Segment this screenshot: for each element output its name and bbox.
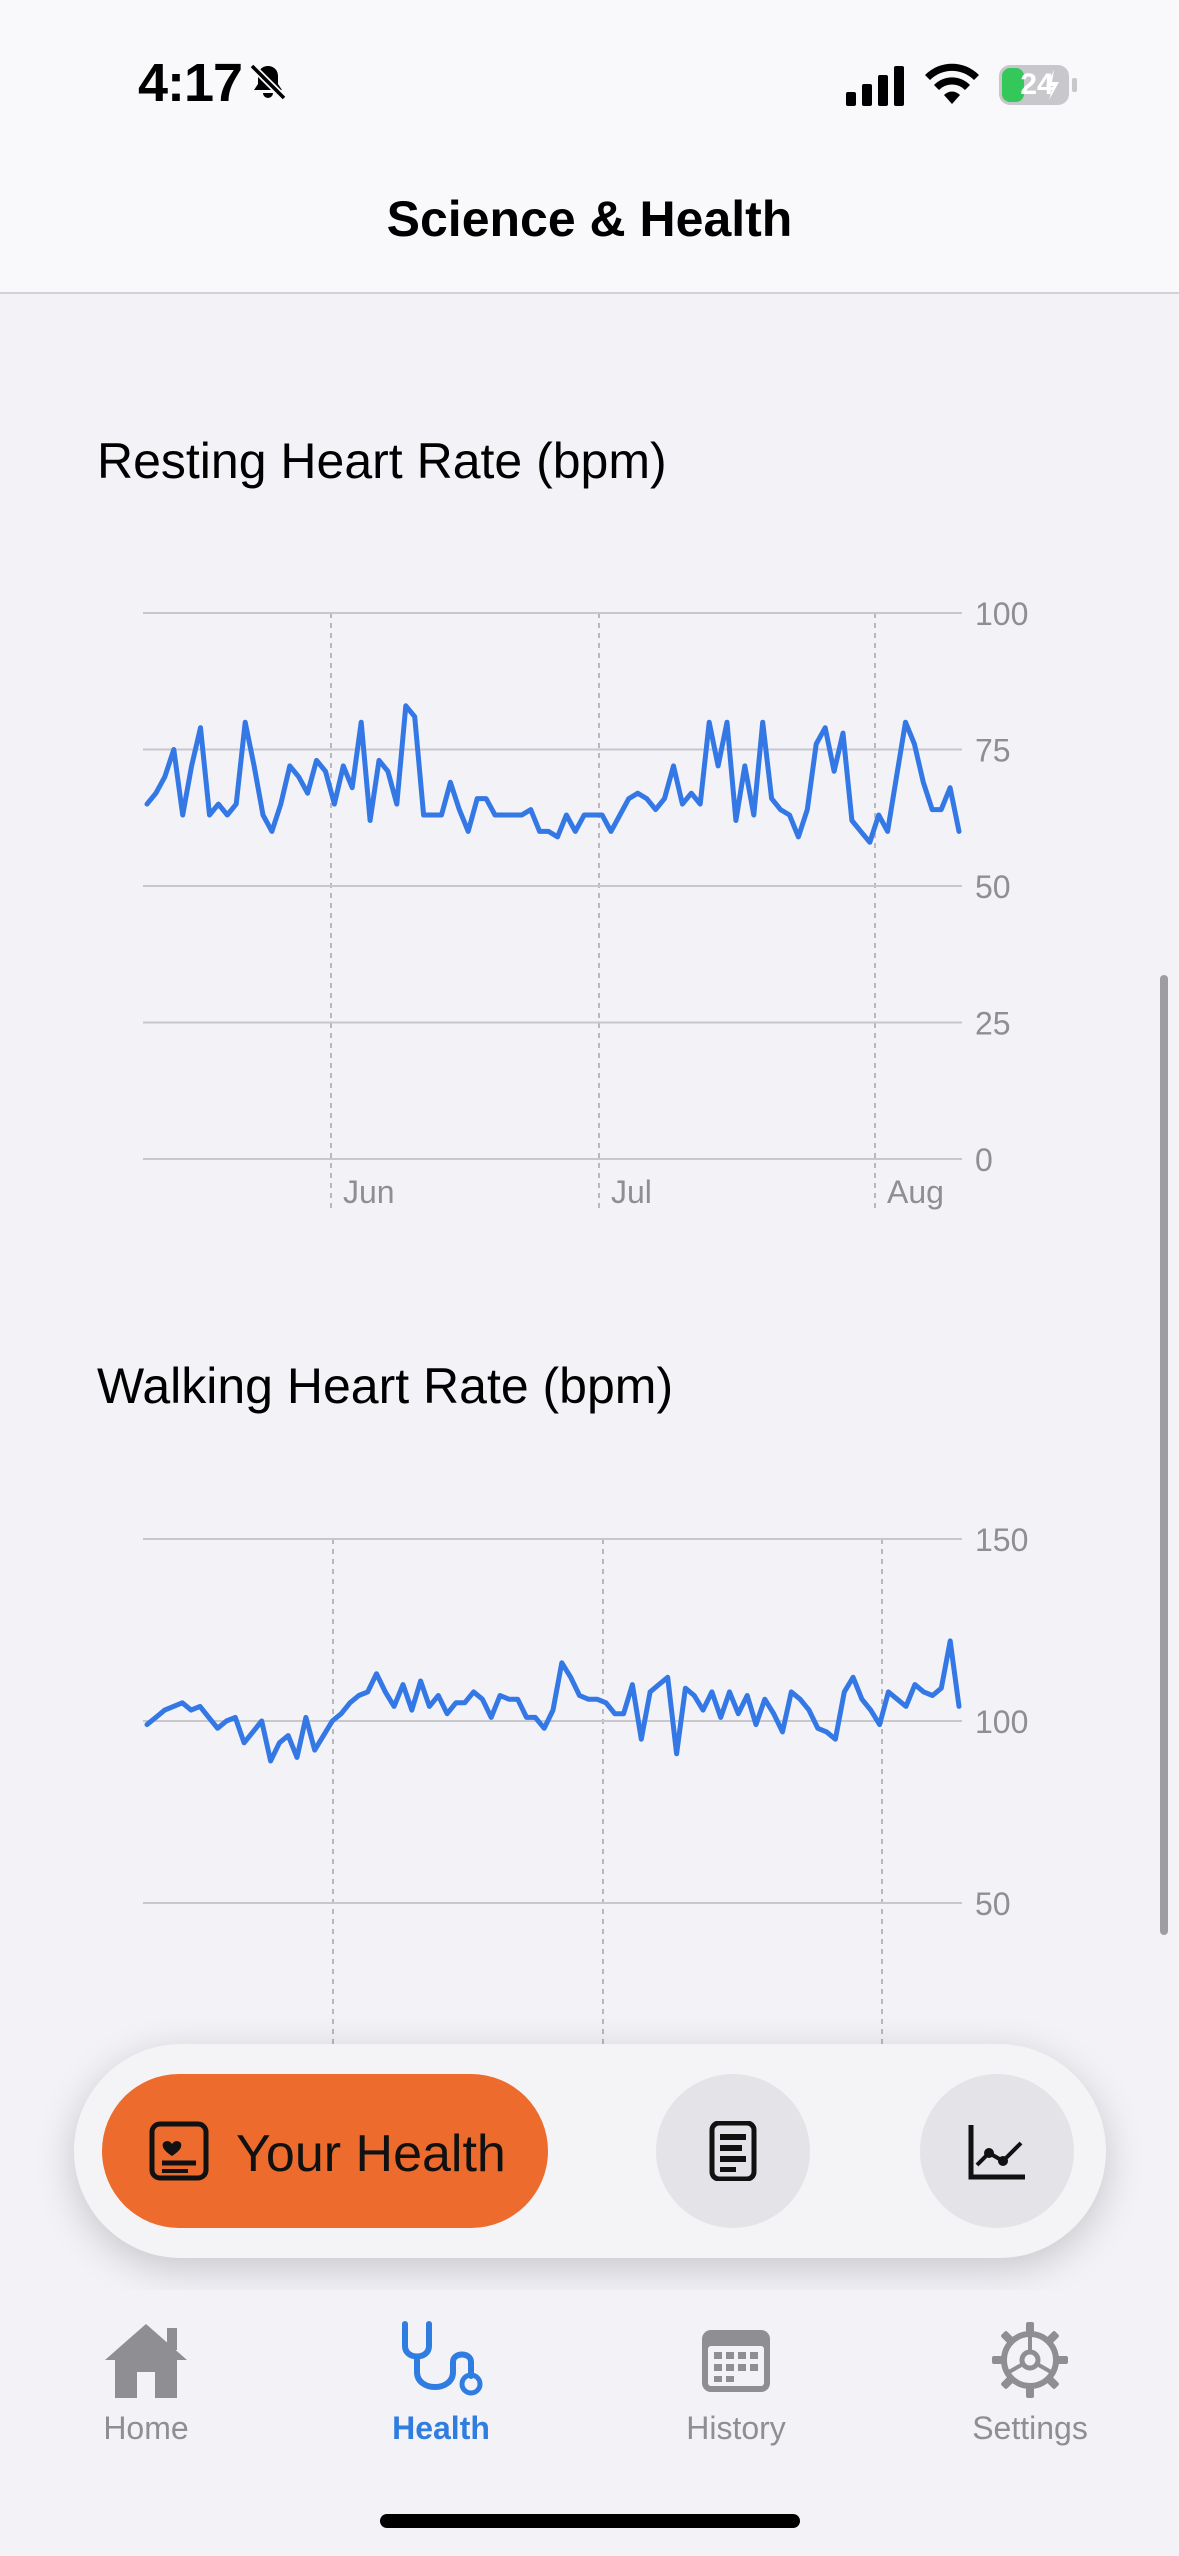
- gear-icon: [992, 2322, 1068, 2398]
- document-list-icon: [709, 2121, 757, 2181]
- chart-button[interactable]: [920, 2074, 1074, 2228]
- tab-history-label: History: [686, 2410, 786, 2446]
- status-time: 4:17: [138, 53, 243, 113]
- health-record-icon: [149, 2121, 209, 2181]
- tab-bar: Home Health History: [0, 2290, 1179, 2556]
- cellular-signal-icon: [846, 66, 904, 106]
- x-tick-label: Aug: [887, 1174, 944, 1210]
- x-tick-label: Jun: [343, 1174, 395, 1210]
- tab-health-label: Health: [392, 2410, 490, 2446]
- your-health-label: Your Health: [236, 2125, 506, 2183]
- tab-home-label: Home: [103, 2410, 189, 2446]
- y-tick-label: 100: [975, 1704, 1028, 1740]
- floating-action-bar: Your Health: [74, 2044, 1106, 2258]
- y-tick-label: 50: [975, 1886, 1011, 1922]
- page-title: Science & Health: [386, 191, 793, 247]
- stethoscope-icon: [402, 2321, 483, 2396]
- walking-heart-rate-title: Walking Heart Rate (bpm): [97, 1358, 674, 1414]
- data-series-line: [144, 1638, 962, 1764]
- y-tick-label: 50: [975, 869, 1011, 905]
- tab-health[interactable]: Health: [341, 2320, 541, 2447]
- resting-heart-rate-title: Resting Heart Rate (bpm): [97, 433, 667, 489]
- y-tick-label: 75: [975, 733, 1011, 769]
- home-indicator[interactable]: [380, 2514, 800, 2528]
- tab-history[interactable]: History: [636, 2320, 836, 2447]
- data-series-line: [144, 703, 962, 845]
- y-tick-label: 150: [975, 1522, 1028, 1558]
- x-tick-label: Jul: [611, 1174, 652, 1210]
- line-chart-icon: [968, 2125, 1025, 2180]
- y-tick-label: 0: [975, 1142, 993, 1178]
- y-tick-label: 25: [975, 1006, 1011, 1042]
- tab-settings-label: Settings: [972, 2410, 1088, 2446]
- calendar-icon: [702, 2330, 770, 2392]
- tab-settings[interactable]: Settings: [930, 2320, 1130, 2447]
- y-tick-label: 100: [975, 596, 1028, 632]
- tab-home[interactable]: Home: [46, 2320, 246, 2447]
- your-health-button[interactable]: Your Health: [102, 2074, 548, 2228]
- battery-level: 24: [1020, 68, 1054, 101]
- resting-heart-rate-chart: 100 75 50 25 0 Jun Jul Aug: [143, 596, 1028, 1210]
- scroll-indicator[interactable]: [1160, 975, 1168, 1935]
- bell-slash-icon: [249, 63, 287, 101]
- wifi-icon: [925, 63, 979, 104]
- status-bar: 4:17 24: [0, 0, 1179, 150]
- house-icon: [105, 2324, 187, 2398]
- nav-header: Science & Health: [0, 150, 1179, 294]
- battery-icon: [999, 65, 1077, 105]
- document-button[interactable]: [656, 2074, 810, 2228]
- walking-heart-rate-chart: 150 100 50: [143, 1522, 1028, 2050]
